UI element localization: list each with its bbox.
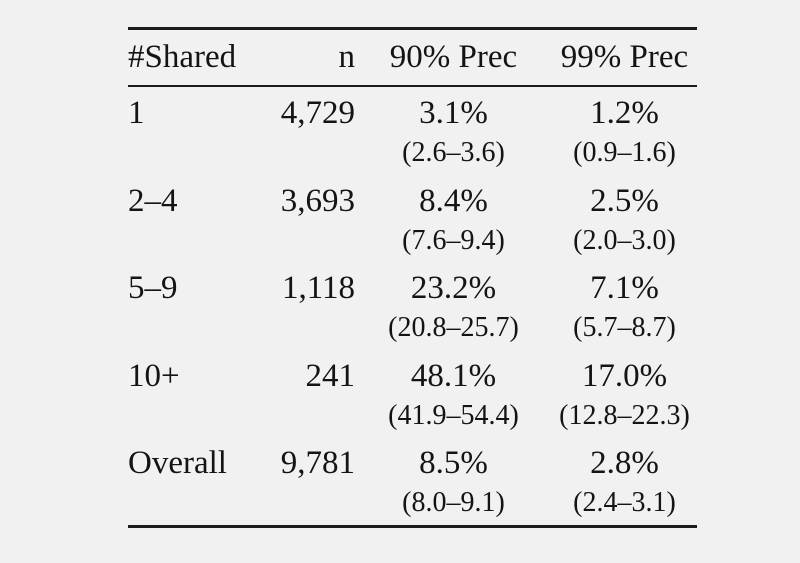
top-rule xyxy=(128,27,697,30)
prec90-value: 8.4% xyxy=(419,182,488,219)
prec99-ci: (0.9–1.6) xyxy=(573,137,676,168)
table-row: 5–9 1,118 23.2% (20.8–25.7) 7.1% (5.7–8.… xyxy=(128,262,697,350)
n-cell: 1,118 xyxy=(250,267,355,350)
prec99-cell: 7.1% (5.7–8.7) xyxy=(552,267,697,350)
prec90-ci: (20.8–25.7) xyxy=(388,312,519,344)
prec99-cell: 1.2% (0.9–1.6) xyxy=(552,92,697,175)
prec90-value: 23.2% xyxy=(410,270,497,307)
prec90-cell: 3.1% (2.6–3.6) xyxy=(355,92,552,175)
n-value: 1,118 xyxy=(281,270,355,307)
row-label-cell: 1 xyxy=(128,92,250,175)
prec99-ci: (2.0–3.0) xyxy=(573,224,676,256)
n-value: 9,781 xyxy=(280,445,355,482)
prec99-ci: (12.8–22.3) xyxy=(559,399,690,431)
prec90-ci: (8.0–9.1) xyxy=(402,487,505,519)
prec90-value: 48.1% xyxy=(410,357,497,394)
row-label: Overall xyxy=(128,445,227,482)
prec90-ci: (2.6–3.6) xyxy=(402,137,505,168)
col-header-shared: #Shared xyxy=(128,39,237,75)
bottom-rule xyxy=(128,524,697,528)
prec99-value: 2.5% xyxy=(590,182,659,219)
prec99-value: 1.2% xyxy=(590,95,659,131)
prec90-ci: (41.9–54.4) xyxy=(388,399,519,431)
prec99-value: 17.0% xyxy=(581,357,668,394)
prec90-ci: (7.6–9.4) xyxy=(402,224,505,256)
precision-by-shared-table: #Shared n 90% Prec 99% Prec 1 4,729 3.1%… xyxy=(128,27,697,528)
table-header-row: #Shared n 90% Prec 99% Prec xyxy=(128,30,697,85)
prec90-value: 8.5% xyxy=(419,445,488,482)
table-row: Overall 9,781 8.5% (8.0–9.1) 2.8% (2.4–3… xyxy=(128,437,697,525)
row-label: 5–9 xyxy=(128,270,178,307)
row-label-cell: 2–4 xyxy=(128,180,250,263)
n-value: 4,729 xyxy=(280,95,355,131)
n-cell: 4,729 xyxy=(250,92,355,175)
col-header-99-prec: 99% Prec xyxy=(560,39,689,75)
n-value: 3,693 xyxy=(280,182,355,219)
mid-rule xyxy=(128,85,697,87)
row-label-cell: 10+ xyxy=(128,355,250,438)
col-header-90-prec: 90% Prec xyxy=(389,39,518,75)
n-cell: 241 xyxy=(250,355,356,438)
row-label: 1 xyxy=(128,95,145,131)
prec90-cell: 48.1% (41.9–54.4) xyxy=(355,355,552,438)
row-label-cell: 5–9 xyxy=(128,267,250,350)
prec99-cell: 2.5% (2.0–3.0) xyxy=(552,180,697,263)
n-cell: 9,781 xyxy=(250,442,355,525)
row-label: 2–4 xyxy=(128,182,178,219)
prec90-cell: 8.4% (7.6–9.4) xyxy=(355,180,552,263)
col-header-n: n xyxy=(338,39,356,75)
table-row: 1 4,729 3.1% (2.6–3.6) 1.2% (0.9–1.6) xyxy=(128,87,697,175)
prec90-value: 3.1% xyxy=(419,95,488,131)
n-cell: 3,693 xyxy=(250,180,355,263)
prec99-ci: (2.4–3.1) xyxy=(573,487,676,519)
prec90-cell: 8.5% (8.0–9.1) xyxy=(355,442,552,525)
table-row: 10+ 241 48.1% (41.9–54.4) 17.0% (12.8–22… xyxy=(128,350,697,438)
row-label: 10+ xyxy=(128,357,180,394)
n-value: 241 xyxy=(305,357,356,394)
prec99-value: 7.1% xyxy=(590,270,659,307)
prec99-cell: 17.0% (12.8–22.3) xyxy=(552,355,697,438)
table-row: 2–4 3,693 8.4% (7.6–9.4) 2.5% (2.0–3.0) xyxy=(128,175,697,263)
prec99-value: 2.8% xyxy=(590,445,659,482)
prec90-cell: 23.2% (20.8–25.7) xyxy=(355,267,552,350)
prec99-cell: 2.8% (2.4–3.1) xyxy=(552,442,697,525)
row-label-cell: Overall xyxy=(128,442,250,525)
prec99-ci: (5.7–8.7) xyxy=(573,312,676,344)
